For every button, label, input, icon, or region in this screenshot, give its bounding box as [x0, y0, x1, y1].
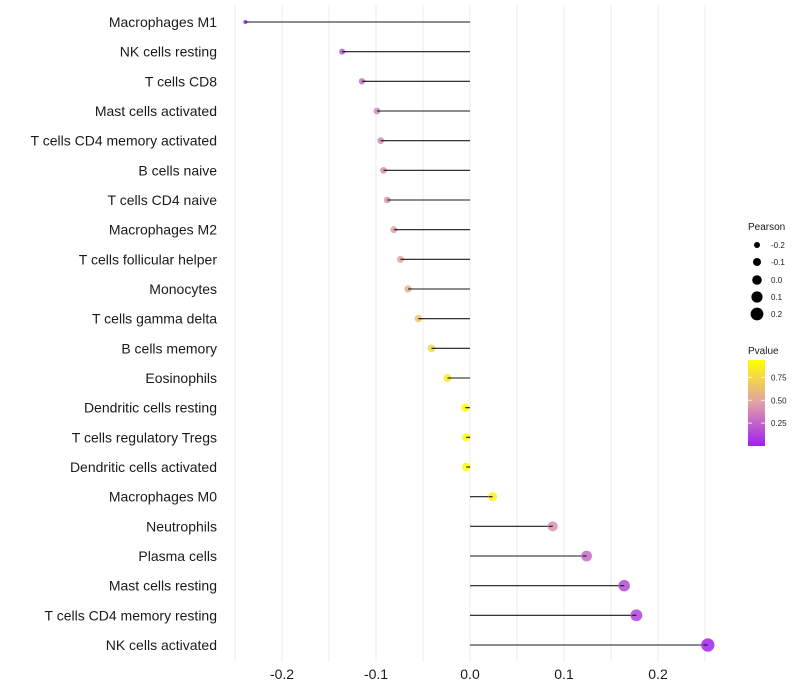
- lollipop-point: [339, 48, 346, 55]
- grid-layer: [234, 5, 706, 662]
- legend-size-label: 0.0: [771, 276, 783, 285]
- legend-size-label: 0.1: [771, 293, 783, 302]
- lollipop-segments: [245, 21, 708, 646]
- legend-color-label: 0.50: [771, 396, 787, 405]
- y-tick-label: B cells naive: [138, 162, 217, 178]
- lollipop-points: [243, 19, 715, 652]
- y-tick-label: Plasma cells: [138, 548, 217, 564]
- y-tick-label: B cells memory: [121, 340, 217, 356]
- lollipop-point: [358, 78, 366, 85]
- y-tick-label: T cells CD4 memory activated: [31, 133, 217, 149]
- x-tick-label: 0.1: [554, 666, 574, 682]
- y-tick-label: Dendritic cells activated: [70, 459, 217, 475]
- legend-pearson-title: Pearson: [748, 222, 785, 233]
- y-axis-labels: Macrophages M1 NK cells resting T cells CD…: [31, 14, 218, 653]
- legend-pvalue-colorbar: [748, 360, 765, 446]
- legend-size-label: 0.2: [771, 310, 783, 319]
- y-tick-label: T cells CD8: [145, 73, 217, 89]
- y-tick-label: NK cells activated: [106, 637, 217, 653]
- legend-pearson: Pearson -0.2 -0.1 0.0 0.1 0.2: [748, 222, 785, 321]
- x-tick-label: 0.0: [460, 666, 480, 682]
- legend-size-label: -0.1: [771, 258, 785, 267]
- legend-color-label: 0.75: [771, 373, 787, 382]
- y-tick-label: Neutrophils: [146, 518, 217, 534]
- y-tick-label: T cells CD4 memory resting: [45, 607, 217, 623]
- legend-size-key: [750, 307, 764, 321]
- x-axis-tick-labels: -0.2 -0.1 0.0 0.1 0.2: [270, 666, 668, 682]
- x-tick-label: -0.2: [270, 666, 294, 682]
- lollipop-point: [380, 166, 387, 174]
- y-tick-label: T cells follicular helper: [79, 251, 218, 267]
- y-tick-label: Mast cells resting: [109, 578, 217, 594]
- legend-size-key: [752, 275, 762, 285]
- legend-size-key: [754, 242, 760, 248]
- legend-size-label: -0.2: [771, 241, 785, 250]
- y-tick-label: Mast cells activated: [95, 103, 217, 119]
- y-tick-label: NK cells resting: [120, 44, 217, 60]
- legend-pvalue: Pvalue 0.75 0.50 0.25: [748, 346, 787, 446]
- legend-color-label: 0.25: [771, 419, 787, 428]
- y-tick-label: T cells CD4 naive: [108, 192, 218, 208]
- legend-size-key: [751, 291, 763, 303]
- y-tick-label: Dendritic cells resting: [84, 400, 217, 416]
- y-tick-label: Macrophages M1: [109, 14, 217, 30]
- legend-pvalue-title: Pvalue: [748, 346, 779, 357]
- y-tick-label: Eosinophils: [145, 370, 217, 386]
- y-tick-label: Monocytes: [149, 281, 217, 297]
- x-tick-label: 0.2: [648, 666, 668, 682]
- x-tick-label: -0.1: [364, 666, 388, 682]
- y-tick-label: T cells regulatory Tregs: [72, 429, 217, 445]
- y-tick-label: T cells gamma delta: [92, 311, 217, 327]
- lollipop-point: [618, 579, 630, 592]
- y-tick-label: Macrophages M2: [109, 222, 217, 238]
- legend-size-key: [753, 258, 761, 266]
- lollipop-point: [581, 550, 592, 562]
- y-tick-label: Macrophages M0: [109, 489, 217, 505]
